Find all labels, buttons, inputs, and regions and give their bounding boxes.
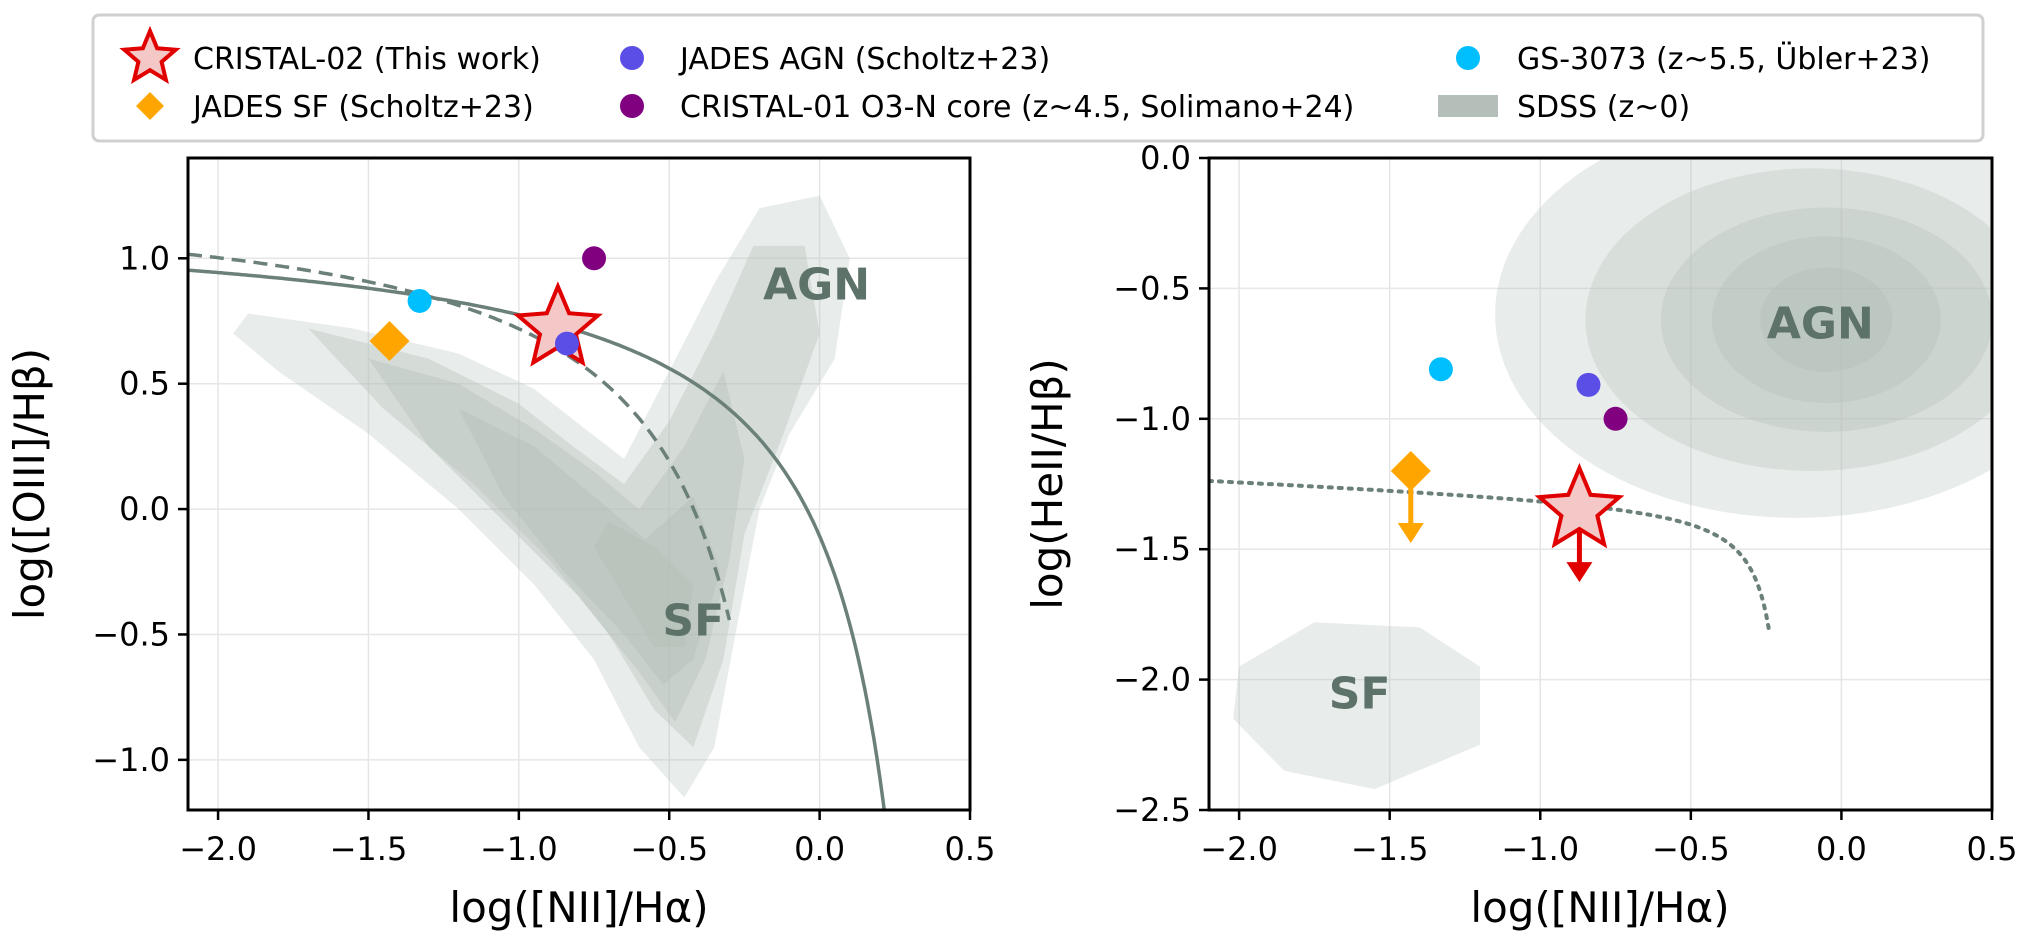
right-xtick-label: −2.0 <box>1200 830 1278 868</box>
right-axes-frame <box>1207 156 1994 812</box>
right-point-cristal-02-this-work-limit-arrow <box>1566 562 1593 583</box>
left-sdss-band-1 <box>308 245 820 748</box>
left-kauffmann-curve <box>188 252 732 621</box>
left-xtick-label: −0.5 <box>630 830 708 868</box>
left-ticks: −2.0 −1.5 −1.0 −0.5 0.0 0.5 −1.0 −0.5 0.0 0.5 1.0 <box>92 239 995 868</box>
right-region-sf: SF <box>1329 669 1391 720</box>
legend-label-cristal01: CRISTAL-01 O3-N core (z~4.5, Solimano+24… <box>680 90 1354 125</box>
left-point-jades-sf-scholtz-23 <box>369 321 410 362</box>
legend-marker-sdss-z-0 <box>1438 95 1498 117</box>
left-points <box>369 246 607 367</box>
legend-label-gs3073: GS-3073 (z~5.5, Übler+23) <box>1517 41 1931 77</box>
right-xtick-label: 0.0 <box>1816 830 1867 868</box>
legend: CRISTAL-02 (This work) JADES SF (Scholtz… <box>91 13 1985 143</box>
right-point-jades-agn-scholtz-23 <box>1576 372 1601 397</box>
right-points <box>1390 357 1628 583</box>
left-region-sf: SF <box>662 595 724 646</box>
left-ytick-label: 1.0 <box>119 239 170 277</box>
left-xtick-label: −1.5 <box>330 830 408 868</box>
right-point-cristal-02-this-work <box>1534 462 1625 549</box>
right-region-agn: AGN <box>1767 298 1874 349</box>
legend-frame <box>91 13 1985 143</box>
legend-marker-cristal-02-this-work <box>119 25 181 84</box>
right-ytick-label: 0.0 <box>1140 139 1191 177</box>
right-sdss-agn-contour-1 <box>1585 168 1992 471</box>
right-ticks: −2.0 −1.5 −1.0 −0.5 0.0 0.5−2.5−2.0−1.5−1.0−0… <box>1113 139 2017 868</box>
left-sdss-band-4 <box>594 521 694 647</box>
right-sdss-agn-contour-4 <box>1760 267 1893 372</box>
right-ytick-label: −2.0 <box>1113 661 1191 699</box>
right-point-gs-3073-z-5-5-bler-23 <box>1428 357 1453 382</box>
right-ytick-label: −1.0 <box>1113 400 1191 438</box>
left-xtick-label: 0.0 <box>794 830 845 868</box>
left-point-gs-3073-z-5-5-bler-23 <box>407 288 432 313</box>
legend-label-cristal02: CRISTAL-02 (This work) <box>193 42 541 77</box>
left-point-cristal-01-o3-n-core-z-4-5-solimano-24 <box>582 246 607 271</box>
legend-label-sdss: SDSS (z~0) <box>1517 90 1690 125</box>
right-point-jades-sf-scholtz-23-limit-arrow <box>1397 522 1424 543</box>
right-xtick-label: −1.0 <box>1501 830 1579 868</box>
right-ylabel: log(HeII/Hβ) <box>1023 358 1072 610</box>
right-sdss-sf-contour <box>1233 622 1480 790</box>
left-ytick-label: −0.5 <box>92 615 170 653</box>
left-panel: AGN SF −2.0 −1.5 −1.0 −0.5 0.0 0.5 −1.0 −0.5 0.0… <box>5 156 995 932</box>
right-xtick-label: −1.5 <box>1351 830 1429 868</box>
left-ytick-label: 0.0 <box>119 490 170 528</box>
left-ytick-label: 0.5 <box>119 365 170 403</box>
legend-marker-jades-agn-scholtz-23 <box>620 46 644 70</box>
left-region-agn: AGN <box>763 259 870 310</box>
left-axes-frame <box>186 156 972 812</box>
right-point-cristal-01-o3-n-core-z-4-5-solimano-24 <box>1603 406 1628 431</box>
right-sdss-agn-contour-2 <box>1660 207 1992 432</box>
right-xtick-label: −0.5 <box>1652 830 1730 868</box>
right-demarcation-curve <box>1209 478 1772 633</box>
right-sdss-density <box>1233 158 1992 790</box>
legend-marker-jades-sf-scholtz-23 <box>136 92 164 120</box>
right-xlabel: log([NII]/Hα) <box>1470 883 1729 932</box>
left-sdss-density <box>233 195 850 798</box>
left-xtick-label: −2.0 <box>179 830 257 868</box>
left-ytick-label: −1.0 <box>92 741 170 779</box>
left-xtick-label: 0.5 <box>945 830 996 868</box>
right-xtick-label: 0.5 <box>1967 830 2018 868</box>
legend-label-jades-sf: JADES SF (Scholtz+23) <box>191 90 534 125</box>
left-xlabel: log([NII]/Hα) <box>449 883 708 932</box>
right-demarcation-line <box>1209 478 1772 633</box>
legend-marker-cristal-01-o3-n-core-z-4-5-solimano-24 <box>620 94 644 118</box>
right-ytick-label: −2.5 <box>1113 791 1191 829</box>
right-point-jades-sf-scholtz-23 <box>1390 450 1431 491</box>
right-sdss-agn-contour-3 <box>1711 236 1941 404</box>
legend-marker-gs-3073-z-5-5-bler-23 <box>1456 46 1480 70</box>
legend-label-jades-agn: JADES AGN (Scholtz+23) <box>678 42 1050 77</box>
left-ylabel: log([OIII]/Hβ) <box>5 348 54 620</box>
left-xtick-label: −1.0 <box>480 830 558 868</box>
right-ytick-label: −1.5 <box>1113 530 1191 568</box>
right-panel: AGN SF −2.0 −1.5 −1.0 −0.5 0.0 0.5−2.5−2.0−1.… <box>1023 139 2017 932</box>
left-point-jades-agn-scholtz-23 <box>554 331 579 356</box>
right-ytick-label: −0.5 <box>1113 269 1191 307</box>
